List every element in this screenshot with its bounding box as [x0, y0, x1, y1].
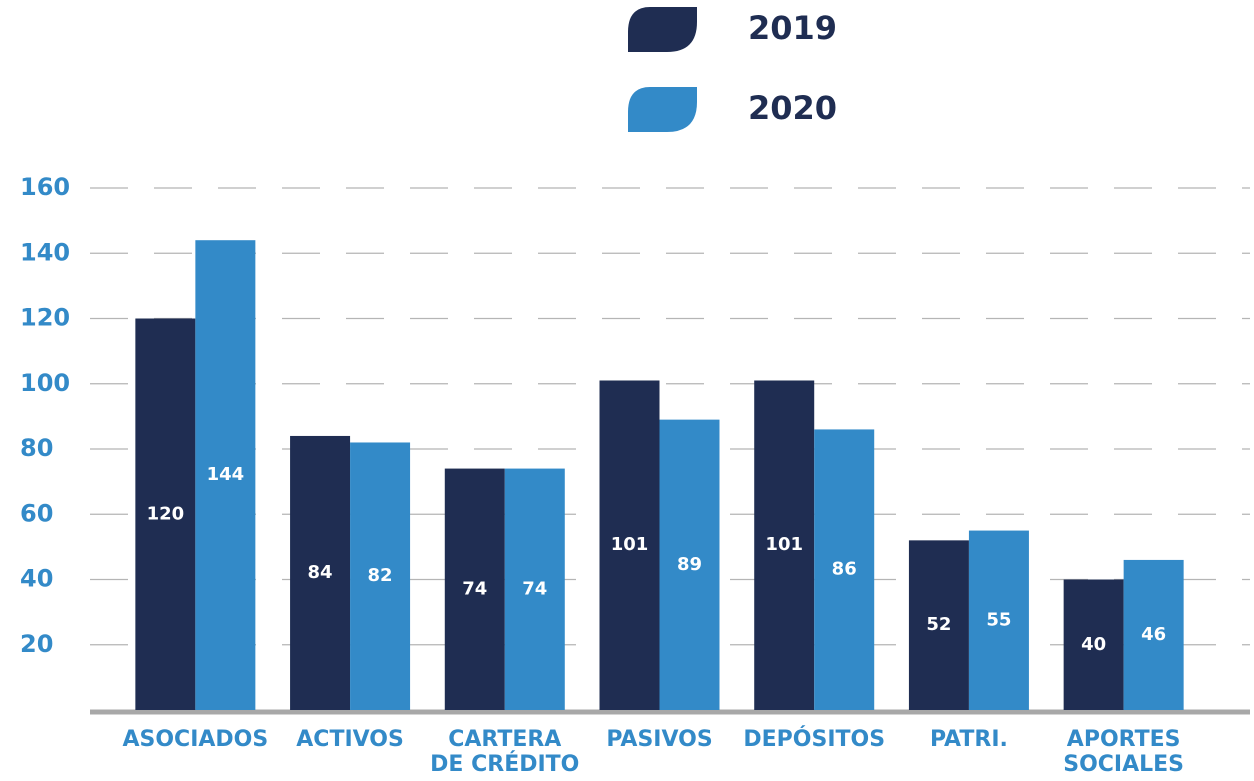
x-tick-label: APORTES SOCIALES [1063, 727, 1184, 777]
x-tick-label: ACTIVOS [296, 727, 404, 752]
data-label: 82 [368, 565, 393, 586]
bar [1063, 579, 1124, 710]
y-tick-label: 80 [20, 434, 53, 462]
data-label: 120 [147, 503, 185, 524]
x-tick-label: CARTERA DE CRÉDITO [430, 727, 579, 777]
bar [1123, 559, 1184, 710]
data-label: 101 [765, 534, 803, 555]
data-label: 144 [207, 464, 245, 485]
data-label: 74 [522, 578, 547, 599]
y-tick-label: 100 [20, 369, 70, 397]
y-tick-label: 160 [20, 173, 70, 201]
data-label: 40 [1081, 634, 1106, 655]
data-label: 55 [986, 609, 1011, 630]
y-tick-label: 120 [20, 304, 70, 332]
legend-swatch [628, 87, 697, 132]
data-label: 89 [677, 554, 702, 575]
bar [444, 468, 505, 710]
y-tick-label: 60 [20, 499, 53, 527]
x-tick-label: ASOCIADOS [122, 727, 268, 752]
legend-label: 2019 [748, 9, 837, 47]
bar [968, 530, 1029, 710]
bar [135, 318, 196, 710]
x-tick-label-line: DE CRÉDITO [430, 751, 579, 777]
bar [814, 429, 875, 710]
x-tick-label: PATRI. [930, 727, 1008, 752]
data-label: 74 [462, 578, 487, 599]
data-label: 86 [832, 559, 857, 580]
x-tick-label-line: APORTES [1067, 727, 1181, 752]
x-tick-label: DEPÓSITOS [743, 726, 885, 752]
legend-label: 2020 [748, 89, 837, 127]
bar [504, 468, 565, 710]
legend-swatch [628, 7, 697, 52]
x-tick-label-line: SOCIALES [1063, 752, 1184, 777]
y-tick-label: 40 [20, 565, 53, 593]
bar [195, 240, 256, 710]
data-label: 84 [308, 562, 333, 583]
x-tick-label-line: CARTERA [448, 727, 561, 752]
x-tick-label: PASIVOS [606, 727, 712, 752]
y-tick-label: 140 [20, 238, 70, 266]
bar [754, 380, 815, 710]
bar [350, 442, 411, 710]
bar [290, 435, 351, 710]
data-label: 46 [1141, 624, 1166, 645]
bar [908, 540, 969, 710]
data-label: 52 [926, 614, 951, 635]
y-tick-label: 20 [20, 630, 53, 658]
bar [659, 419, 720, 710]
bar [599, 380, 660, 710]
data-label: 101 [611, 534, 649, 555]
